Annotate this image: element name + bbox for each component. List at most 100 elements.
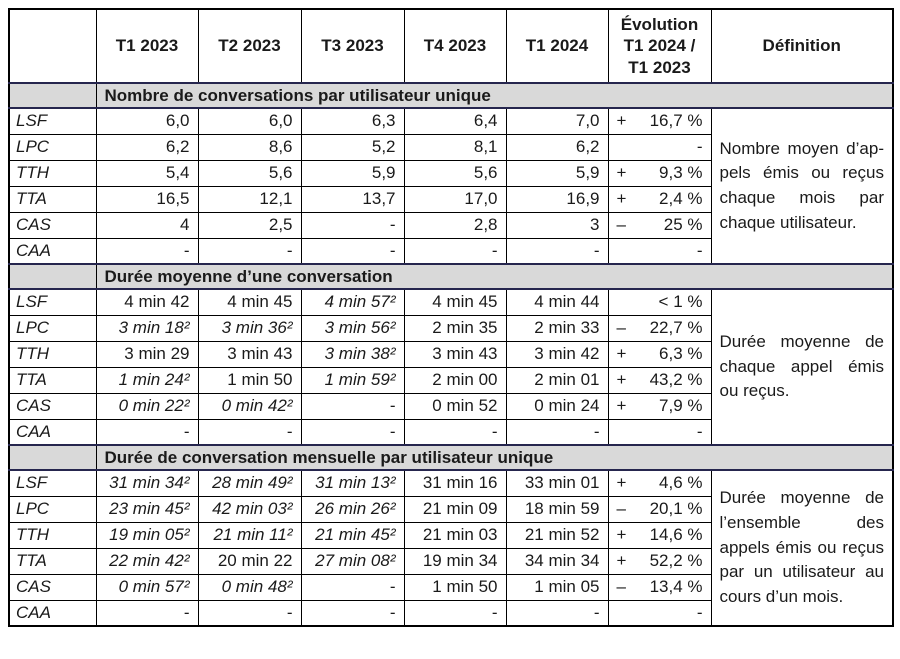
evolution-cell: +16,7 % xyxy=(607,107,712,135)
column-header-t1-2023: T1 2023 xyxy=(95,8,199,84)
value-cell: - xyxy=(197,599,302,627)
column-header-empty xyxy=(8,8,97,84)
evolution-content: - xyxy=(617,603,703,623)
column-header-evolution: Évolution T1 2024 / T1 2023 xyxy=(607,8,712,84)
evolution-sign: + xyxy=(616,370,627,389)
row-label: TTA xyxy=(8,547,97,575)
value-cell: 17,0 xyxy=(403,185,507,213)
row-label: LSF xyxy=(8,288,97,316)
section-band-row: Durée moyenne d’une conversation xyxy=(8,263,894,290)
value-cell: 3 min 18² xyxy=(95,314,199,342)
evolution-cell: – 22,7 % xyxy=(607,314,712,342)
value-cell: - xyxy=(95,418,199,446)
row-label: CAA xyxy=(8,599,97,627)
evolution-sign: – xyxy=(616,577,626,596)
evolution-content: < 1 % xyxy=(617,292,703,312)
evolution-sign: + xyxy=(616,163,627,182)
row-label: CAA xyxy=(8,418,97,446)
column-header-t2-2023: T2 2023 xyxy=(197,8,302,84)
evolution-cell: < 1 % xyxy=(607,288,712,316)
column-header-t4-2023: T4 2023 xyxy=(403,8,507,84)
value-cell: 1 min 59² xyxy=(300,366,405,394)
row-label: TTA xyxy=(8,185,97,213)
value-cell: 8,1 xyxy=(403,133,507,161)
value-cell: 1 min 50 xyxy=(197,366,302,394)
evolution-value: 22,7 % xyxy=(649,318,703,337)
value-cell: 3 min 42 xyxy=(505,340,609,368)
table-row: LSF 31 min 34² 28 min 49² 31 min 13² 31 min … xyxy=(8,469,894,627)
header-row: T1 2023 T2 2023 T3 2023 T4 2023 T1 2024 … xyxy=(8,8,894,84)
value-cell: 13,7 xyxy=(300,185,405,213)
value-cell: 6,4 xyxy=(403,107,507,135)
row-label: LSF xyxy=(8,107,97,135)
value-cell: 1 min 50 xyxy=(403,573,507,601)
row-label: TTH xyxy=(8,340,97,368)
column-header-definition: Définition xyxy=(710,8,894,84)
value-cell: 4 min 57² xyxy=(300,288,405,316)
row-label: LSF xyxy=(8,469,97,497)
section-band-corner xyxy=(8,263,97,290)
value-cell: - xyxy=(403,237,507,265)
evolution-cell: +4,6 % xyxy=(607,469,712,497)
value-cell: 21 min 03 xyxy=(403,521,507,549)
value-cell: 6,0 xyxy=(197,107,302,135)
evolution-value: 16,7 % xyxy=(649,111,703,131)
evolution-sign: + xyxy=(616,396,627,415)
evolution-cell: +7,9 % xyxy=(607,392,712,420)
table-row: CAS 0 min 57² 0 min 48² -1 min 50 1 min 05– 1… xyxy=(8,573,893,601)
value-cell: 19 min 05² xyxy=(95,521,199,549)
evolution-value: - xyxy=(696,137,703,156)
value-cell: 26 min 26² xyxy=(300,495,405,523)
value-cell: 31 min 13² xyxy=(300,469,405,497)
value-cell: 20 min 22 xyxy=(197,547,302,575)
value-cell: 2,5 xyxy=(197,211,302,239)
value-cell: 28 min 49² xyxy=(197,469,302,497)
value-cell: 0 min 22² xyxy=(95,392,199,420)
value-cell: 31 min 34² xyxy=(95,469,199,497)
evolution-content: +14,6 % xyxy=(617,525,703,545)
evolution-value: 9,3 % xyxy=(659,163,703,182)
value-cell: - xyxy=(505,599,609,627)
value-cell: 0 min 24 xyxy=(505,392,609,420)
value-cell: 5,4 xyxy=(95,159,199,187)
value-cell: 6,2 xyxy=(505,133,609,161)
value-cell: 3 min 43 xyxy=(403,340,507,368)
value-cell: 3 min 43 xyxy=(197,340,302,368)
evolution-cell: +2,4 % xyxy=(607,185,712,213)
evolution-cell: - xyxy=(607,237,712,265)
evolution-value: 6,3 % xyxy=(659,344,703,363)
evolution-sign: + xyxy=(616,551,627,570)
row-label: CAS xyxy=(8,573,97,601)
value-cell: 8,6 xyxy=(197,133,302,161)
row-label: TTH xyxy=(8,521,97,549)
evolution-cell: – 25 % xyxy=(607,211,712,239)
value-cell: - xyxy=(403,418,507,446)
value-cell: - xyxy=(300,211,405,239)
evolution-cell: – 20,1 % xyxy=(607,495,712,523)
evolution-cell: +14,6 % xyxy=(607,521,712,549)
evolution-value: < 1 % xyxy=(658,292,703,312)
value-cell: 1 min 05 xyxy=(505,573,609,601)
table-row: TTH 3 min 29 3 min 43 3 min 38² 3 min 43 3 mi… xyxy=(8,340,893,368)
value-cell: 2 min 33 xyxy=(505,314,609,342)
column-header-t1-2024: T1 2024 xyxy=(505,8,609,84)
evolution-value: 20,1 % xyxy=(649,499,703,518)
evolution-sign: – xyxy=(616,215,626,234)
table-row: CAS 4 2,5-2,8 3– 25 % xyxy=(8,211,893,239)
evolution-cell: +43,2 % xyxy=(607,366,712,394)
evolution-content: - xyxy=(617,241,703,261)
value-cell: 4 xyxy=(95,211,199,239)
value-cell: 18 min 59 xyxy=(505,495,609,523)
evolution-content: – 22,7 % xyxy=(617,318,703,338)
evolution-sign: + xyxy=(616,111,627,131)
evolution-value: 14,6 % xyxy=(649,525,703,544)
page: { "table": { "columns": ["", "T1 2023", … xyxy=(0,8,900,659)
evolution-content: +2,4 % xyxy=(617,189,703,209)
value-cell: 0 min 42² xyxy=(197,392,302,420)
value-cell: 2 min 00 xyxy=(403,366,507,394)
evolution-content: - xyxy=(617,137,703,157)
table-row: TTH 5,4 5,6 5,9 5,6 5,9 +9,3 % xyxy=(8,159,893,187)
row-label: TTA xyxy=(8,366,97,394)
stats-table: T1 2023 T2 2023 T3 2023 T4 2023 T1 2024 … xyxy=(8,8,894,627)
evolution-value: 4,6 % xyxy=(659,473,703,493)
